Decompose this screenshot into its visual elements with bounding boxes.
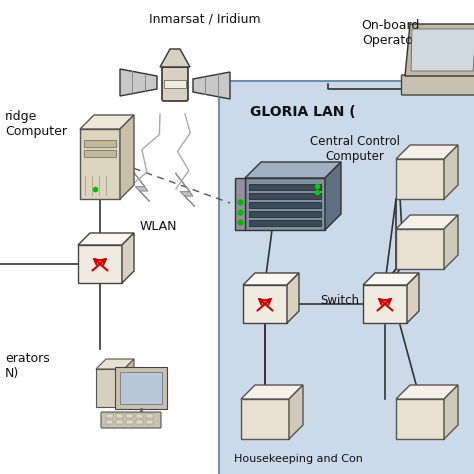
Polygon shape <box>444 215 458 269</box>
Bar <box>126 420 133 424</box>
Polygon shape <box>245 162 341 178</box>
Polygon shape <box>245 178 325 230</box>
Bar <box>136 414 143 418</box>
Polygon shape <box>130 168 150 201</box>
Bar <box>249 193 321 199</box>
Bar <box>249 220 321 226</box>
FancyBboxPatch shape <box>162 67 188 101</box>
Bar <box>106 420 113 424</box>
Bar <box>249 184 321 190</box>
Bar <box>84 140 116 147</box>
Polygon shape <box>241 385 303 399</box>
Polygon shape <box>396 229 444 269</box>
Bar <box>136 420 143 424</box>
Bar <box>116 414 123 418</box>
Bar <box>146 420 153 424</box>
FancyBboxPatch shape <box>101 412 161 428</box>
Text: ridge
Computer: ridge Computer <box>5 110 67 138</box>
Bar <box>106 414 113 418</box>
Polygon shape <box>241 399 289 439</box>
Bar <box>84 150 116 157</box>
Polygon shape <box>243 285 287 323</box>
Polygon shape <box>444 385 458 439</box>
Text: Central Control
Computer: Central Control Computer <box>310 135 400 163</box>
Bar <box>120 372 162 404</box>
Polygon shape <box>396 215 458 229</box>
Polygon shape <box>80 129 120 199</box>
Text: GLORIA LAN (: GLORIA LAN ( <box>250 105 356 119</box>
Polygon shape <box>120 115 134 199</box>
Bar <box>146 414 153 418</box>
Polygon shape <box>160 49 190 67</box>
Polygon shape <box>78 245 122 283</box>
Bar <box>235 178 245 230</box>
Polygon shape <box>396 385 458 399</box>
Bar <box>116 420 123 424</box>
Polygon shape <box>405 24 474 76</box>
Polygon shape <box>325 162 341 230</box>
Polygon shape <box>396 145 458 159</box>
Text: Inmarsat / Iridium: Inmarsat / Iridium <box>149 12 261 26</box>
Polygon shape <box>407 273 419 323</box>
Polygon shape <box>120 69 157 96</box>
Bar <box>249 211 321 217</box>
Text: Switch: Switch <box>320 293 359 307</box>
Polygon shape <box>411 29 474 71</box>
Polygon shape <box>363 273 419 285</box>
Bar <box>126 414 133 418</box>
Polygon shape <box>444 145 458 199</box>
Polygon shape <box>396 159 444 199</box>
Text: On-board
Operator: On-board Operator <box>361 19 419 47</box>
Polygon shape <box>175 173 195 207</box>
Bar <box>164 80 186 88</box>
Polygon shape <box>78 233 134 245</box>
FancyBboxPatch shape <box>219 81 474 474</box>
Polygon shape <box>124 359 134 407</box>
Bar <box>249 202 321 208</box>
Polygon shape <box>96 359 134 369</box>
Polygon shape <box>363 285 407 323</box>
Polygon shape <box>243 273 299 285</box>
Polygon shape <box>287 273 299 323</box>
Text: erators
N): erators N) <box>5 352 50 380</box>
FancyBboxPatch shape <box>401 75 474 95</box>
Text: Housekeeping and Con: Housekeeping and Con <box>234 454 363 464</box>
Polygon shape <box>96 369 124 407</box>
Polygon shape <box>122 233 134 283</box>
Polygon shape <box>193 72 230 99</box>
Polygon shape <box>80 115 134 129</box>
Polygon shape <box>289 385 303 439</box>
Polygon shape <box>396 399 444 439</box>
Bar <box>115 367 167 409</box>
Text: WLAN: WLAN <box>139 219 177 233</box>
